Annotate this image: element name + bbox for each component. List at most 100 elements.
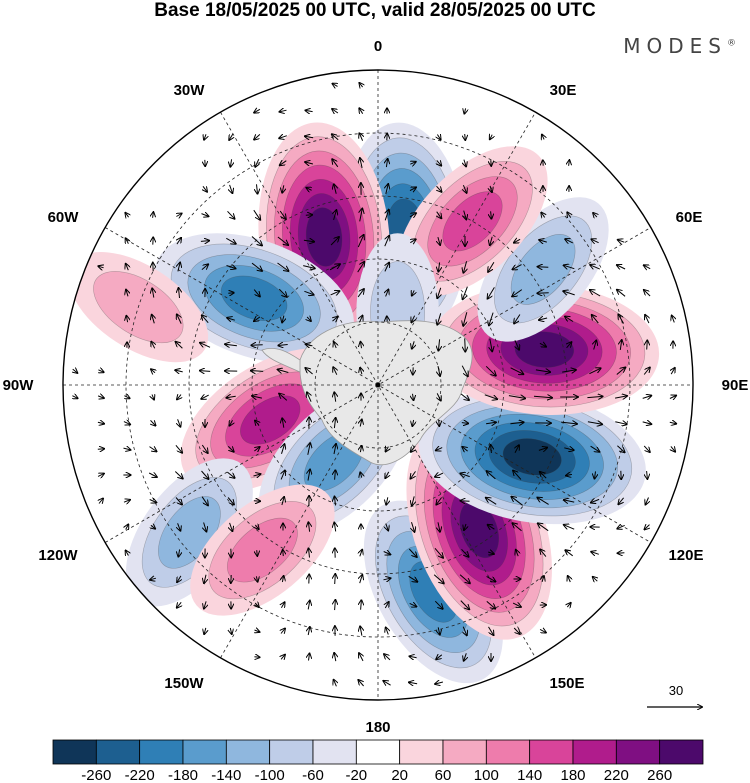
wind-vector <box>567 212 570 217</box>
wind-vector <box>643 368 650 375</box>
wind-vector <box>463 185 466 193</box>
wind-vector <box>489 312 494 326</box>
wind-vector <box>227 445 233 451</box>
wind-vector <box>281 629 285 634</box>
wind-vector <box>512 603 521 607</box>
wind-vector <box>335 600 336 611</box>
wind-vector <box>227 318 235 320</box>
wind-vector <box>281 602 284 607</box>
wind-vector <box>411 471 416 478</box>
colorbar: -260 -220 -180 -140 -100 -60 -20 20 60 100 140 180 2… <box>52 739 704 783</box>
wind-vector <box>590 445 600 452</box>
colorbar-tick-label: 220 <box>604 767 629 783</box>
lon-label-150e: 150E <box>549 675 584 692</box>
wind-vector <box>203 186 207 191</box>
wind-vector <box>539 240 547 242</box>
wind-vector <box>126 264 129 271</box>
colorbar-swatch <box>572 739 617 765</box>
wind-vector <box>282 185 284 192</box>
wind-vector <box>225 344 237 346</box>
wind-vector <box>175 497 182 505</box>
wind-vector <box>333 367 337 375</box>
wind-vector <box>359 108 362 113</box>
map-border <box>62 69 694 701</box>
modes-logo-text: MODES <box>623 34 727 58</box>
wind-vector <box>177 575 181 582</box>
map-title: Base 18/05/2025 00 UTC, valid 28/05/2025… <box>154 0 596 21</box>
wind-vector <box>644 290 651 297</box>
wind-vector <box>277 236 288 245</box>
wind-vector <box>308 627 310 636</box>
wind-vector <box>542 135 544 140</box>
registered-mark: ® <box>727 38 736 49</box>
wind-vector <box>564 525 575 530</box>
wind-vector <box>567 342 572 349</box>
colorbar-swatch <box>52 739 97 765</box>
wind-vector <box>539 343 546 346</box>
wind-vector <box>99 499 103 504</box>
wind-vector <box>411 315 414 323</box>
wind-vector <box>359 133 362 141</box>
wind-vector <box>306 188 311 191</box>
wind-vector <box>488 287 495 298</box>
longitude-labels: 0 30E 60E 90E 120E 150E 180 150W 120W 90… <box>3 38 749 736</box>
wind-vector <box>437 185 442 192</box>
wind-vector <box>251 262 262 271</box>
wind-vector <box>254 109 261 112</box>
wind-vector <box>257 550 258 556</box>
wind-vector <box>565 550 574 557</box>
graticule <box>63 70 693 700</box>
map-disc <box>63 70 693 700</box>
wind-vector <box>412 341 414 348</box>
wind-vector <box>459 574 470 583</box>
anomaly-contour <box>305 207 343 267</box>
wind-vector <box>149 500 157 503</box>
wind-vector <box>383 552 391 555</box>
wind-vector <box>461 548 469 556</box>
wind-vector <box>126 551 129 556</box>
wind-vector <box>361 342 362 349</box>
wind-vector <box>618 497 624 504</box>
colorbar-swatch <box>529 739 574 765</box>
wind-vector <box>618 315 625 324</box>
wind-vector <box>512 289 523 297</box>
wind-vector <box>334 523 335 532</box>
colorbar-tick-label: 60 <box>435 767 452 783</box>
wind-vector <box>486 498 497 505</box>
wind-vector <box>617 525 625 528</box>
wind-vector <box>465 338 466 351</box>
wind-vector <box>437 313 440 324</box>
wind-vector <box>308 601 310 610</box>
lon-label-30e: 30E <box>550 82 577 99</box>
wind-vector <box>359 83 362 87</box>
wind-vector <box>435 473 444 477</box>
wind-vector <box>438 522 440 531</box>
wind-vector <box>280 110 287 112</box>
wind-vector <box>535 370 550 372</box>
wind-vector <box>226 237 235 243</box>
wind-vector <box>540 472 547 479</box>
wind-vector <box>592 315 599 324</box>
wind-vector <box>151 342 154 349</box>
wind-vector <box>539 629 546 632</box>
colorbar-swatch <box>615 739 661 765</box>
wind-vector <box>254 657 259 658</box>
wind-vector <box>643 445 650 452</box>
wind-vector <box>230 522 233 531</box>
wind-vector <box>439 420 440 426</box>
colorbar-swatch <box>95 739 141 765</box>
wind-vector <box>569 160 570 166</box>
wind-vector <box>204 574 206 583</box>
wind-vector <box>304 291 313 294</box>
anomaly-contour <box>220 275 288 321</box>
wind-vector <box>254 447 259 451</box>
wind-vector <box>568 576 571 583</box>
wind-vector <box>126 525 129 530</box>
wind-vector <box>587 422 602 425</box>
lon-label-180: 180 <box>365 719 390 736</box>
wind-vector <box>645 525 650 530</box>
wind-vector <box>412 290 414 295</box>
wind-vector <box>305 162 314 164</box>
wind-vector <box>461 501 470 502</box>
wind-vector <box>178 263 180 272</box>
